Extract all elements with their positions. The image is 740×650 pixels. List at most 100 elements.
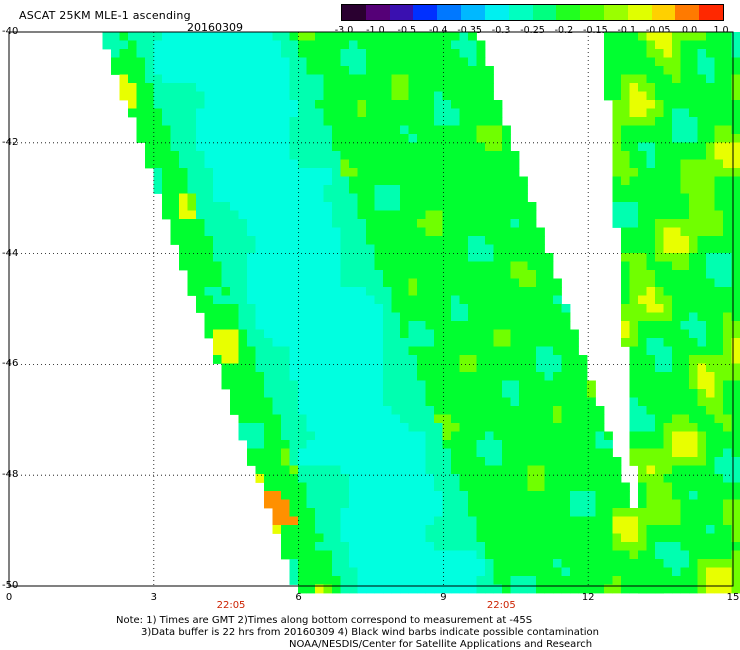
wind-cell: [536, 457, 545, 466]
wind-cell: [264, 253, 273, 262]
wind-cell: [493, 142, 503, 152]
wind-cell: [646, 372, 656, 381]
wind-cell: [731, 125, 740, 135]
wind-cell: [281, 159, 290, 169]
wind-cell: [340, 151, 350, 160]
wind-cell: [196, 74, 205, 84]
wind-cell: [289, 431, 299, 441]
wind-cell: [315, 542, 324, 551]
wind-cell: [366, 380, 375, 390]
wind-cell: [238, 389, 248, 398]
wind-cell: [255, 91, 265, 101]
wind-cell: [612, 210, 622, 220]
wind-cell: [357, 193, 367, 203]
wind-cell: [264, 83, 273, 92]
wind-cell: [706, 584, 715, 594]
wind-cell: [357, 576, 367, 585]
wind-cell: [629, 372, 639, 381]
wind-cell: [714, 559, 724, 568]
wind-cell: [655, 244, 664, 254]
wind-cell: [332, 151, 341, 160]
wind-cell: [332, 227, 341, 237]
wind-cell: [425, 440, 435, 449]
wind-cell: [638, 474, 647, 483]
wind-cell: [400, 83, 409, 92]
wind-cell: [502, 304, 511, 313]
wind-cell: [204, 295, 214, 305]
wind-cell: [672, 431, 681, 441]
wind-cell: [374, 482, 384, 492]
wind-cell: [230, 159, 239, 169]
wind-cell: [408, 474, 418, 483]
wind-cell: [510, 202, 520, 211]
wind-cell: [706, 168, 715, 177]
wind-cell: [689, 295, 698, 305]
wind-cell: [221, 355, 231, 364]
wind-cell: [247, 338, 256, 347]
wind-cell: [519, 253, 528, 262]
wind-cell: [502, 185, 511, 194]
wind-cell: [604, 525, 613, 534]
wind-cell: [493, 117, 503, 126]
wind-cell: [425, 66, 435, 75]
wind-cell: [196, 100, 205, 109]
wind-cell: [383, 482, 392, 492]
wind-cell: [485, 329, 494, 339]
wind-cell: [170, 32, 180, 41]
wind-cell: [255, 227, 265, 237]
wind-cell: [400, 584, 409, 594]
wind-cell: [391, 49, 401, 58]
wind-cell: [281, 176, 290, 186]
wind-cell: [264, 159, 273, 169]
wind-cell: [629, 66, 639, 75]
wind-cell: [383, 423, 392, 432]
wind-cell: [323, 168, 333, 177]
wind-cell: [442, 312, 452, 322]
wind-cell: [578, 389, 588, 398]
wind-cell: [238, 66, 248, 75]
wind-cell: [570, 567, 579, 577]
wind-cell: [187, 227, 197, 237]
wind-cell: [485, 423, 494, 432]
wind-cell: [731, 312, 740, 322]
wind-cell: [638, 389, 647, 398]
wind-cell: [366, 227, 375, 237]
wind-cell: [281, 465, 290, 475]
wind-cell: [400, 210, 409, 220]
wind-cell: [714, 100, 724, 109]
wind-cell: [689, 414, 698, 424]
wind-cell: [349, 406, 358, 415]
wind-cell: [196, 49, 205, 58]
wind-cell: [519, 329, 528, 339]
wind-cell: [451, 168, 460, 177]
wind-cell: [408, 108, 418, 118]
wind-cell: [442, 40, 452, 50]
wind-cell: [264, 321, 273, 330]
wind-cell: [391, 236, 401, 245]
wind-cell: [646, 91, 656, 101]
wind-cell: [264, 329, 273, 339]
wind-cell: [187, 134, 197, 143]
wind-cell: [629, 380, 639, 390]
wind-cell: [476, 100, 486, 109]
wind-cell: [459, 584, 469, 594]
wind-cell: [238, 117, 248, 126]
wind-cell: [128, 91, 137, 101]
wind-cell: [689, 270, 698, 279]
wind-cell: [706, 134, 715, 143]
wind-cell: [570, 448, 579, 458]
wind-cell: [553, 287, 562, 296]
wind-cell: [281, 193, 290, 203]
wind-cell: [179, 57, 188, 67]
wind-cell: [400, 389, 409, 398]
wind-cell: [425, 295, 435, 305]
wind-cell: [238, 355, 248, 364]
wind-cell: [298, 287, 307, 296]
wind-cell: [697, 440, 707, 449]
wind-cell: [111, 32, 120, 41]
wind-cell: [221, 100, 231, 109]
wind-cell: [544, 278, 554, 288]
wind-cell: [196, 261, 205, 271]
wind-cell: [315, 295, 324, 305]
wind-cell: [204, 134, 214, 143]
